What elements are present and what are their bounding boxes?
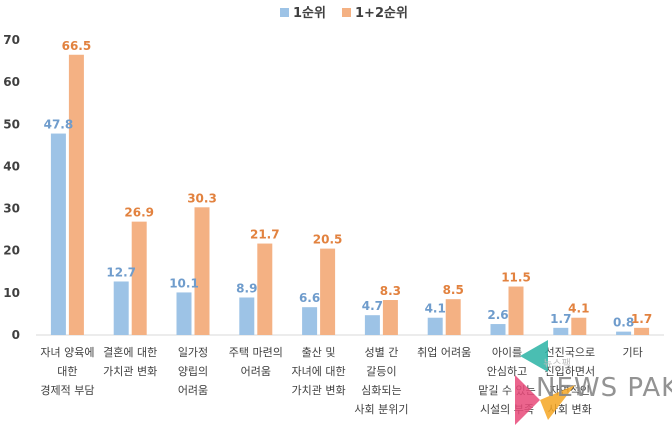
data-label: 66.5 <box>62 39 92 53</box>
news-pak-logo: 뉴스팩 <box>515 340 575 425</box>
data-label: 1.7 <box>550 312 571 326</box>
data-label: 4.1 <box>568 302 589 316</box>
y-tick-label: 70 <box>3 33 20 47</box>
logo-small-text: 뉴스팩 <box>543 358 571 370</box>
data-label: 8.5 <box>443 283 464 297</box>
category-label: 출산 및 자녀에 대한 가치관 변화 <box>292 346 346 397</box>
legend: 1순위 1+2순위 <box>280 6 408 21</box>
bar-rank1 <box>364 315 380 335</box>
category-label: 일가정 양립의 어려움 <box>178 345 208 397</box>
legend-label: 1순위 <box>293 6 326 21</box>
data-label: 12.7 <box>106 265 136 279</box>
data-label: 8.9 <box>236 281 257 295</box>
legend-swatch <box>342 8 351 17</box>
bar-rank1 <box>50 133 66 335</box>
bar-rank1-2 <box>131 221 147 335</box>
bar-rank1 <box>427 317 443 335</box>
data-label: 30.3 <box>187 191 217 205</box>
category-label: 성별 간 갈등이 심화되는 사회 분위기 <box>354 346 408 416</box>
data-labels: 47.8 66.5 12.7 26.9 10.1 30.3 8.9 21.7 6.6 20.5 4.… <box>44 39 653 330</box>
data-label: 10.1 <box>169 276 199 290</box>
category-label: 결혼에 대한 가치관 변화 <box>103 346 157 378</box>
category-label: 주택 마련의 어려움 <box>229 346 283 378</box>
y-tick-label: 30 <box>3 202 20 216</box>
bar-rank1-2 <box>194 207 210 335</box>
category-label: 기타 <box>622 346 642 359</box>
news-pak-watermark: 뉴스팩 NEWS PAK <box>515 340 672 425</box>
legend-swatch <box>280 8 289 17</box>
y-tick-label: 40 <box>3 159 20 173</box>
bar-rank1 <box>239 297 255 335</box>
data-label: 26.9 <box>124 206 154 220</box>
bar-rank1-2 <box>320 248 336 335</box>
y-tick-label: 0 <box>12 328 20 342</box>
bar-rank1 <box>490 324 506 335</box>
y-tick-label: 10 <box>3 286 20 300</box>
legend-label: 1+2순위 <box>355 6 408 21</box>
category-label: 자녀 양육에 대한 경제적 부담 <box>40 346 94 397</box>
bar-rank1-2 <box>257 243 273 335</box>
data-label: 11.5 <box>501 271 531 285</box>
category-label: 취업 어려움 <box>417 346 471 359</box>
bar-rank1 <box>302 307 318 335</box>
y-tick-label: 60 <box>3 75 20 89</box>
bar-rank1-2 <box>382 300 398 335</box>
watermark-text: NEWS PAK <box>536 373 672 403</box>
bar-rank1-2 <box>445 299 461 335</box>
data-label: 4.7 <box>362 299 383 313</box>
data-label: 21.7 <box>250 228 280 242</box>
data-label: 47.8 <box>44 118 74 132</box>
bar-rank1-2 <box>508 286 524 335</box>
bar-rank1 <box>176 292 192 335</box>
data-label: 2.6 <box>487 308 508 322</box>
data-label: 6.6 <box>299 291 320 305</box>
category-labels: 자녀 양육에 대한 경제적 부담 결혼에 대한 가치관 변화 일가정 양립의 어려움 주택 마련… <box>40 345 642 416</box>
y-tick-label: 50 <box>3 117 20 131</box>
data-label: 8.3 <box>380 284 401 298</box>
y-tick-label: 20 <box>3 244 20 258</box>
bar-rank1 <box>113 281 129 335</box>
data-label: 20.5 <box>313 233 343 247</box>
bar-rank1-2 <box>68 54 84 335</box>
bar-rank1 <box>553 327 569 335</box>
data-label: 1.7 <box>631 312 652 326</box>
bar-rank1-2 <box>571 317 587 335</box>
data-label: 0.8 <box>613 316 634 330</box>
data-label: 4.1 <box>425 302 446 316</box>
bar-rank1 <box>616 331 632 335</box>
bars <box>50 54 650 335</box>
bar-rank1-2 <box>634 327 650 335</box>
